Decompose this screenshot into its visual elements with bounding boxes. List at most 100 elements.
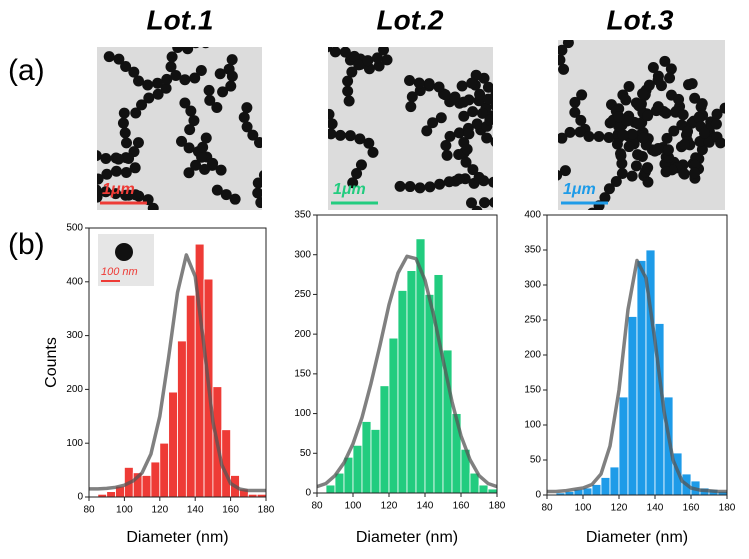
particle [55, 146, 66, 157]
particle [252, 187, 262, 199]
particle [113, 53, 125, 65]
particle [81, 153, 92, 164]
x-tick-label: 140 [647, 503, 664, 514]
particle [351, 168, 363, 180]
bar [177, 340, 187, 498]
fit-curve [316, 254, 498, 489]
bar [609, 466, 620, 496]
particle [440, 139, 452, 151]
particle [694, 136, 706, 148]
particle [128, 66, 140, 78]
particle [441, 149, 453, 161]
particle [562, 40, 574, 49]
particle [659, 55, 671, 67]
bar [370, 429, 381, 494]
particle [739, 100, 749, 111]
y-tick-label: 500 [66, 223, 83, 234]
particle [683, 79, 695, 91]
particle [643, 79, 655, 91]
y-tick-label: 0 [77, 492, 83, 503]
particle [136, 99, 148, 111]
particle [414, 182, 426, 194]
particle [456, 80, 468, 92]
y-tick-label: 400 [524, 210, 541, 221]
particle [508, 196, 519, 207]
particle [404, 181, 416, 193]
x-tick-label: 120 [611, 503, 628, 514]
particle [362, 55, 374, 67]
particle [343, 95, 355, 107]
particle [439, 89, 451, 101]
particle [512, 123, 523, 134]
bar [424, 294, 435, 494]
particle [179, 97, 191, 109]
particles [328, 47, 523, 210]
inset-scale-label: 100 nm [101, 266, 138, 278]
particle [494, 117, 505, 128]
particle [665, 63, 677, 75]
particle [433, 81, 445, 93]
bar [406, 270, 417, 494]
particle [226, 70, 238, 82]
y-tick-label: 350 [294, 210, 311, 221]
particle [152, 77, 164, 89]
particle [73, 161, 84, 172]
y-tick-label: 300 [524, 280, 541, 291]
particle [241, 102, 253, 114]
particle [569, 106, 581, 118]
y-tick-label: 300 [66, 330, 83, 341]
y-tick-label: 50 [530, 455, 542, 466]
particle [263, 142, 274, 153]
particle [443, 176, 455, 188]
particle [564, 126, 576, 138]
particle [199, 163, 211, 175]
particle [329, 47, 341, 58]
particle [558, 44, 568, 56]
bar [600, 477, 611, 496]
particle [449, 91, 461, 103]
fit-curve [89, 253, 266, 493]
particle [214, 68, 226, 80]
y-tick-label: 50 [300, 448, 312, 459]
x-axis-label: Diameter (nm) [356, 529, 458, 546]
particle [119, 127, 131, 139]
particle [460, 156, 472, 168]
particle [182, 47, 194, 55]
bar [627, 316, 638, 496]
particle [693, 112, 705, 124]
scale-label: 1μm [563, 181, 596, 198]
particle [477, 107, 489, 119]
particle [129, 162, 141, 174]
y-tick-label: 200 [66, 384, 83, 395]
bar [433, 274, 444, 494]
particle [170, 70, 182, 82]
y-tick-label: 250 [294, 289, 311, 300]
bar [168, 391, 178, 498]
particle [342, 85, 354, 97]
x-tick-label: 100 [575, 503, 592, 514]
particle [616, 168, 628, 180]
particle [587, 207, 597, 210]
particle [505, 186, 516, 197]
x-tick-label: 140 [187, 505, 204, 516]
particle [574, 126, 586, 138]
particle [72, 156, 83, 167]
particle [413, 77, 425, 89]
particle [453, 173, 465, 185]
particle [626, 128, 638, 140]
particle [328, 47, 333, 53]
bar [361, 421, 372, 494]
particle [394, 180, 406, 192]
particle [160, 82, 172, 94]
particle [101, 168, 113, 180]
particle [569, 96, 581, 108]
particle [435, 112, 447, 124]
particle [682, 125, 694, 137]
particle [113, 153, 125, 165]
particle [662, 144, 674, 156]
particle [613, 111, 625, 123]
particle [179, 74, 191, 86]
x-axis-label: Diameter (nm) [126, 529, 228, 546]
particle [611, 138, 623, 150]
particle [558, 54, 566, 66]
